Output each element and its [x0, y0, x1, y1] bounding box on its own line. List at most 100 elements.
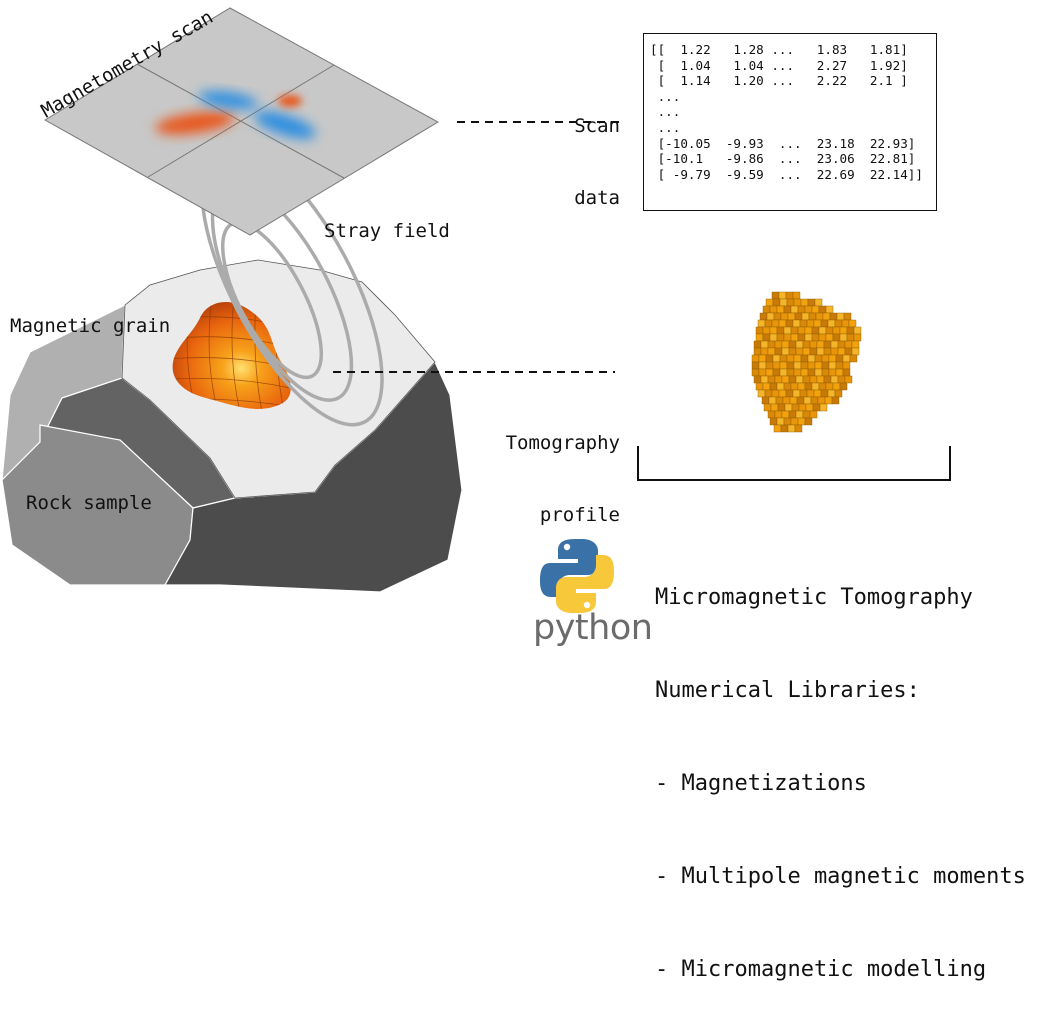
- voxel: [785, 291, 794, 300]
- voxel: [807, 298, 816, 307]
- voxel: [804, 417, 813, 426]
- voxel: [814, 361, 823, 370]
- voxel: [783, 382, 792, 391]
- voxel: [795, 340, 804, 349]
- voxel: [818, 382, 827, 391]
- voxel: [848, 319, 857, 328]
- voxel: [821, 354, 830, 363]
- voxel: [757, 319, 766, 328]
- voxel: [797, 382, 806, 391]
- voxel: [788, 410, 797, 419]
- voxel: [779, 361, 788, 370]
- voxel: [830, 375, 839, 384]
- voxel: [809, 347, 818, 356]
- voxel: [831, 396, 840, 405]
- voxel: [837, 340, 846, 349]
- voxel: [823, 340, 832, 349]
- voxel: [788, 340, 797, 349]
- voxel: [853, 333, 862, 342]
- voxel: [762, 333, 771, 342]
- voxel: [759, 312, 768, 321]
- matrix-row: ...: [650, 104, 681, 120]
- voxel: [785, 389, 794, 398]
- voxel: [762, 305, 771, 314]
- voxel: [816, 340, 825, 349]
- matrix-row: [-10.05 -9.93 ... 23.18 22.93]: [650, 135, 916, 151]
- voxel: [853, 326, 862, 335]
- voxel: [800, 298, 809, 307]
- voxel: [765, 368, 774, 377]
- voxel: [839, 382, 848, 391]
- voxel: [779, 354, 788, 363]
- voxel: [846, 326, 855, 335]
- voxel: [781, 375, 790, 384]
- library-item: - Micromagnetic modelling: [655, 957, 987, 982]
- matrix-row: ...: [650, 119, 681, 135]
- voxel: [799, 319, 808, 328]
- voxel: [774, 375, 783, 384]
- voxel: [820, 389, 829, 398]
- voxel: [800, 354, 809, 363]
- voxel: [778, 291, 787, 300]
- voxel: [786, 368, 795, 377]
- voxel: [807, 361, 816, 370]
- voxel: [769, 382, 778, 391]
- voxel: [851, 340, 860, 349]
- scan-data-label: Scan data: [540, 66, 620, 234]
- voxel: [804, 326, 813, 335]
- voxel: [807, 354, 816, 363]
- voxel: [790, 305, 799, 314]
- voxel: [793, 298, 802, 307]
- voxel: [751, 354, 760, 363]
- voxel: [780, 312, 789, 321]
- voxel: [802, 347, 811, 356]
- voxel: [786, 298, 795, 307]
- stray-field-label: Stray field: [324, 220, 450, 242]
- voxel: [774, 347, 783, 356]
- voxel: [757, 389, 766, 398]
- voxel: [811, 305, 820, 314]
- voxel: [849, 354, 858, 363]
- voxel: [779, 368, 788, 377]
- library-item: - Magnetizations: [655, 771, 867, 796]
- libraries-list: Micromagnetic Tomography Numerical Libra…: [655, 520, 1026, 1016]
- voxel: [788, 347, 797, 356]
- voxel: [823, 347, 832, 356]
- voxel: [790, 326, 799, 335]
- voxel: [784, 403, 793, 412]
- voxel: [825, 305, 834, 314]
- voxel: [834, 389, 843, 398]
- voxel: [755, 382, 764, 391]
- diagram-canvas: Magnetometry scan: [1, 6, 951, 613]
- voxel: [758, 354, 767, 363]
- tomography-profile-label: Tomography profile: [460, 383, 620, 551]
- voxel: [818, 333, 827, 342]
- voxel: [786, 354, 795, 363]
- voxel: [825, 333, 834, 342]
- scan-signal-lobes: [155, 91, 316, 139]
- voxel: [839, 333, 848, 342]
- voxel: [827, 389, 836, 398]
- voxel: [764, 319, 773, 328]
- voxel: [813, 319, 822, 328]
- voxel: [781, 410, 790, 419]
- python-logo-icon: [540, 539, 614, 613]
- voxel: [814, 368, 823, 377]
- voxel: [802, 410, 811, 419]
- voxel: [767, 347, 776, 356]
- voxel: [796, 396, 805, 405]
- library-item: - Multipole magnetic moments: [655, 864, 1026, 889]
- voxel: [797, 333, 806, 342]
- voxel: [753, 375, 762, 384]
- voxel: [842, 361, 851, 370]
- voxel: [830, 340, 839, 349]
- voxel: [783, 333, 792, 342]
- voxel: [808, 312, 817, 321]
- voxel: [788, 375, 797, 384]
- voxel: [793, 354, 802, 363]
- voxel: [844, 347, 853, 356]
- voxel: [797, 417, 806, 426]
- matrix-row: [-10.1 -9.86 ... 23.06 22.81]: [650, 151, 916, 167]
- scan-data-label-line2: data: [574, 187, 620, 209]
- voxel: [822, 312, 831, 321]
